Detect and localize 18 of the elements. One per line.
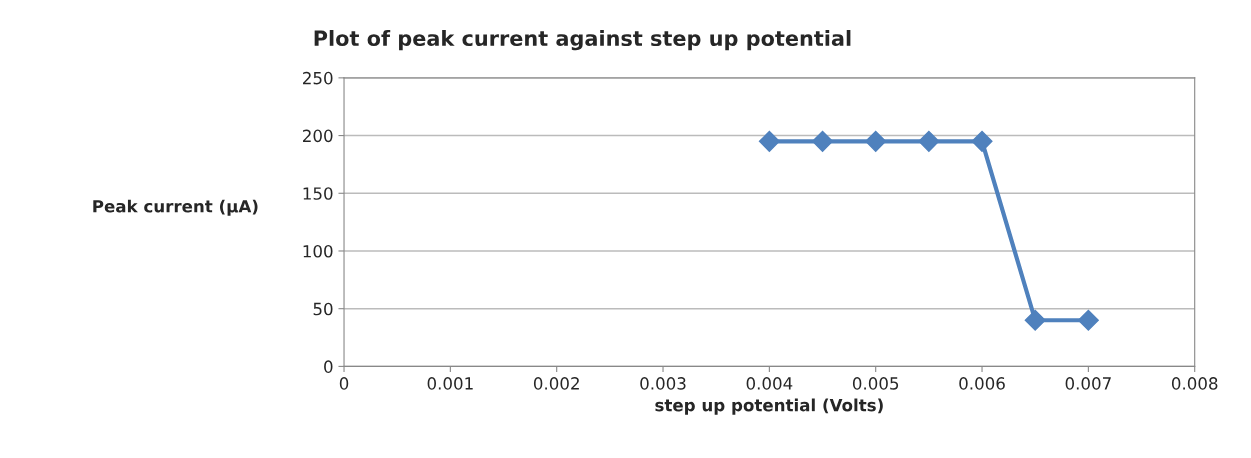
x-tick-label: 0.005 (852, 377, 899, 390)
x-tick-label: 0.002 (533, 377, 579, 390)
x-axis-title: step up potential (Volts) (655, 398, 883, 415)
chart-title: Plot of peak current against step up potential (314, 29, 851, 51)
x-tick-label: 0.004 (746, 377, 793, 390)
y-tick-label: 250 (303, 71, 333, 85)
y-tick-label: 200 (303, 129, 333, 143)
x-tick-label: 0 (339, 377, 349, 390)
y-tick-label: 150 (303, 187, 333, 200)
x-tick-label: 0.006 (959, 377, 1005, 390)
y-tick-label: 0 (324, 360, 333, 373)
y-tick-label: 100 (303, 244, 333, 258)
y-tick-label: 50 (313, 302, 333, 316)
x-tick-label: 0.008 (1171, 377, 1218, 390)
y-axis-title: Peak current (µA) (93, 199, 258, 216)
x-tick-label: 0.003 (640, 377, 686, 390)
x-tick-label: 0.007 (1065, 377, 1111, 390)
x-tick-label: 0.001 (427, 377, 473, 390)
